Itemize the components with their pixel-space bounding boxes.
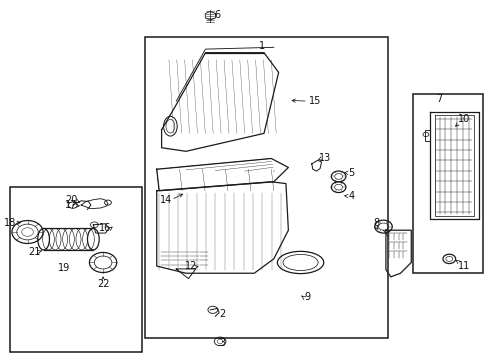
Text: 1: 1 [258,41,264,50]
Text: 10: 10 [457,114,469,124]
Text: 11: 11 [457,261,469,271]
Text: 6: 6 [214,10,220,20]
Text: 8: 8 [372,218,378,228]
Text: 3: 3 [219,338,225,348]
Text: 16: 16 [99,224,111,233]
Bar [412,94,483,273]
Bar [10,187,142,352]
Bar [144,37,387,338]
Text: 7: 7 [435,94,442,104]
Text: 20: 20 [65,195,78,205]
Text: 4: 4 [348,191,354,201]
Text: 15: 15 [308,96,321,106]
Text: 9: 9 [304,292,310,302]
Text: 2: 2 [219,310,225,319]
Text: 5: 5 [348,168,354,178]
Text: 12: 12 [184,261,197,271]
Text: 18: 18 [4,218,17,228]
Text: 13: 13 [318,153,330,163]
Text: 22: 22 [97,279,109,289]
Text: 14: 14 [160,195,172,205]
Text: 21: 21 [29,247,41,257]
Text: 17: 17 [65,200,78,210]
Text: 19: 19 [58,263,70,273]
